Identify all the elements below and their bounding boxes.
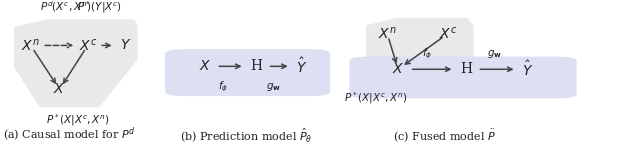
- Text: (a) Causal model for $P^d$: (a) Causal model for $P^d$: [3, 126, 136, 144]
- Text: $Y$: $Y$: [120, 38, 132, 52]
- Text: $X^n$: $X^n$: [378, 25, 396, 42]
- Text: $P^*(Y|X^c)$: $P^*(Y|X^c)$: [77, 0, 122, 15]
- Text: $P^*(X|X^c, X^n)$: $P^*(X|X^c, X^n)$: [46, 112, 110, 128]
- FancyBboxPatch shape: [349, 57, 577, 98]
- Polygon shape: [366, 18, 474, 79]
- Text: $X^n$: $X^n$: [22, 37, 40, 53]
- Text: H: H: [250, 59, 262, 73]
- Text: $P^*(X|X^c, X^n)$: $P^*(X|X^c, X^n)$: [344, 90, 408, 106]
- FancyBboxPatch shape: [165, 49, 330, 96]
- Text: $P^d(X^c, X^n)$: $P^d(X^c, X^n)$: [40, 0, 91, 14]
- Text: $f_\phi$: $f_\phi$: [422, 46, 433, 61]
- Text: $X^c$: $X^c$: [79, 37, 97, 53]
- Text: $X$: $X$: [53, 82, 66, 96]
- Text: $g_{\mathbf{w}}$: $g_{\mathbf{w}}$: [487, 48, 502, 60]
- Text: H: H: [460, 62, 472, 76]
- Text: $f_\phi$: $f_\phi$: [218, 80, 228, 94]
- Text: (c) Fused model $\ddot{P}$: (c) Fused model $\ddot{P}$: [394, 127, 496, 144]
- Text: (b) Prediction model $\hat{P}_\theta$: (b) Prediction model $\hat{P}_\theta$: [180, 126, 313, 144]
- Text: $X$: $X$: [198, 59, 211, 73]
- Text: $\hat{Y}$: $\hat{Y}$: [296, 57, 308, 76]
- Text: $X^c$: $X^c$: [439, 25, 457, 42]
- Text: $X$: $X$: [392, 62, 404, 76]
- Polygon shape: [14, 19, 138, 107]
- Text: $g_{\mathbf{w}}$: $g_{\mathbf{w}}$: [266, 81, 282, 93]
- Text: $\hat{Y}$: $\hat{Y}$: [522, 60, 534, 79]
